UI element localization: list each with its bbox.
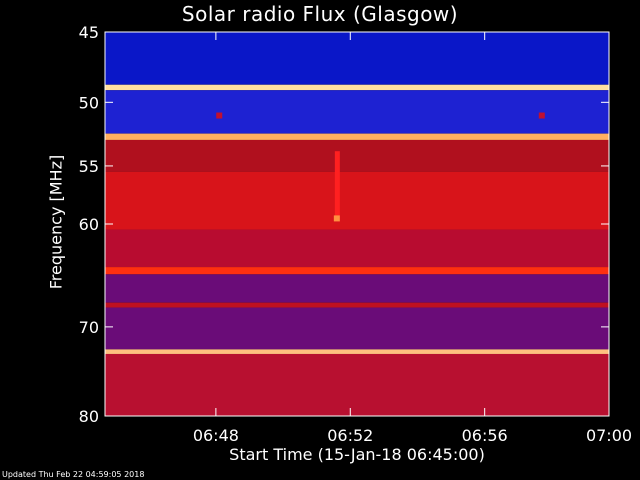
- y-tick-label: 55: [79, 157, 99, 176]
- y-tick-label: 70: [79, 318, 99, 337]
- spectral-band: [105, 353, 609, 416]
- spectral-band: [105, 307, 609, 350]
- x-tick-label: 06:48: [193, 426, 239, 445]
- burst-spot: [216, 112, 223, 119]
- spectral-band: [105, 32, 609, 85]
- spectral-band: [105, 133, 609, 140]
- spectral-band: [105, 349, 609, 354]
- spectral-band: [105, 267, 609, 275]
- y-axis: 45 50 55 60 70 80: [79, 23, 609, 426]
- spectral-band: [105, 302, 609, 308]
- burst-spot: [538, 112, 545, 119]
- spectrogram-bands: [105, 32, 609, 416]
- x-axis: 06:48 06:52 06:56 07:00: [193, 32, 632, 445]
- chart-title: Solar radio Flux (Glasgow): [181, 2, 459, 26]
- spectral-band: [105, 139, 609, 172]
- updated-timestamp: Updated Thu Feb 22 04:59:05 2018: [2, 470, 145, 479]
- y-axis-label: Frequency [MHz]: [46, 154, 66, 290]
- spectral-band: [105, 171, 609, 230]
- y-tick-label: 50: [79, 93, 99, 112]
- x-tick-label: 06:52: [327, 426, 373, 445]
- spectral-band: [105, 84, 609, 91]
- y-tick-label: 80: [79, 407, 99, 426]
- x-tick-label: 07:00: [586, 426, 632, 445]
- x-tick-label: 06:56: [462, 426, 508, 445]
- y-tick-label: 45: [79, 23, 99, 42]
- spectral-band: [105, 274, 609, 303]
- spectral-band: [105, 90, 609, 134]
- spectrogram-features: [216, 112, 545, 222]
- burst-spot: [333, 215, 340, 222]
- x-axis-label: Start Time (15-Jan-18 06:45:00): [229, 445, 485, 464]
- spectral-band: [105, 229, 609, 268]
- burst-streak: [334, 151, 340, 217]
- y-tick-label: 60: [79, 215, 99, 234]
